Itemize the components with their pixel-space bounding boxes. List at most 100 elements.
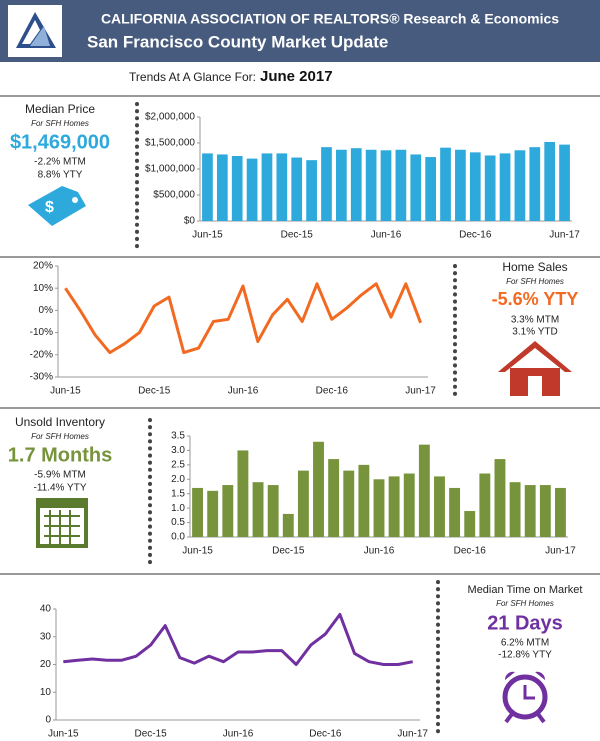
bar [509,482,521,537]
bar [321,147,332,221]
bar [276,153,288,221]
panel-title: Median Time on Market [468,584,583,596]
trends-date: June 2017 [260,68,333,85]
bar [410,154,422,221]
x-tick-label: Jun-17 [405,386,436,397]
x-tick-label: Jun-15 [182,546,213,557]
bar [484,155,496,221]
panel-line: -5.9% MTM [34,470,86,481]
bar [192,487,204,537]
bar [479,473,491,537]
trends-label: Trends At A Glance For: [129,70,256,84]
y-tick-label: 20% [33,261,53,272]
bar [418,444,430,537]
bar [231,156,243,221]
bar [350,148,362,221]
bar [297,470,309,537]
x-tick-label: Dec-16 [459,230,492,241]
y-tick-label: 0 [45,715,51,726]
x-tick-label: Dec-16 [316,386,349,397]
bar [246,158,258,221]
y-tick-label: 10 [40,687,52,698]
panel-subtitle: For SFH Homes [496,599,554,608]
y-tick-label: $0 [184,216,196,227]
y-tick-label: $1,500,000 [145,138,195,149]
x-tick-label: Jun-16 [364,546,395,557]
panel-line: -2.2% MTM [34,157,86,168]
panel-headline: 21 Days [487,612,563,634]
svg-text:$: $ [45,199,54,216]
bar [343,470,355,537]
x-tick-label: Jun-16 [371,230,402,241]
bar [336,149,347,221]
x-tick-label: Jun-15 [192,230,223,241]
bar [539,485,551,537]
bar [469,152,481,221]
y-tick-label: 2.5 [171,459,185,470]
panel-title: Median Price [25,102,95,116]
y-tick-label: 40 [40,604,52,615]
y-tick-label: 3.0 [171,445,185,456]
x-tick-label: Dec-15 [281,230,314,241]
panel-line: 8.8% YTY [38,170,83,181]
panel-subtitle: For SFH Homes [31,119,89,128]
bar [222,485,234,537]
y-tick-label: -20% [30,349,53,360]
panel-line: -11.4% YTY [34,483,87,494]
panel-line: -12.8% YTY [498,650,552,661]
bar [282,513,294,537]
y-tick-label: 0.5 [171,517,185,528]
bar [328,459,340,537]
x-tick-label: Dec-16 [454,546,487,557]
header-line1: CALIFORNIA ASSOCIATION OF REALTORS® Rese… [101,11,559,27]
x-tick-label: Dec-15 [138,386,171,397]
bar [291,157,303,221]
house-icon [498,341,572,396]
bar [425,157,436,221]
bar [388,476,400,537]
bar [313,441,324,537]
price-tag-icon: $ [28,186,86,226]
y-tick-label: 2.0 [171,474,185,485]
y-tick-label: $1,000,000 [145,164,195,175]
panel-title: Unsold Inventory [15,415,105,429]
header-bar [0,0,600,62]
calendar-icon [36,498,88,548]
header-line2: San Francisco County Market Update [87,32,388,51]
bar [559,144,570,221]
panel-headline: -5.6% YTY [492,289,579,309]
bar [207,490,219,537]
bar [434,476,445,537]
panel-subtitle: For SFH Homes [31,432,89,441]
bar [252,482,264,537]
x-tick-label: Jun-16 [228,386,259,397]
bar [202,153,213,221]
y-tick-label: 20 [40,659,52,670]
y-tick-label: -30% [30,372,53,383]
bar [261,153,273,221]
logo [8,5,62,57]
y-tick-label: 1.0 [171,503,185,514]
bar [403,473,415,537]
bar [373,479,385,537]
y-tick-label: -10% [30,327,53,338]
panel-title: Home Sales [502,260,567,274]
panel-line: 3.3% MTM [511,315,559,326]
x-tick-label: Jun-17 [545,546,576,557]
bar [216,154,228,221]
bar [514,150,526,221]
x-tick-label: Dec-16 [309,729,342,740]
bar [365,149,377,221]
bar [494,459,506,537]
x-tick-label: Jun-15 [50,386,81,397]
bar [499,153,511,221]
line [63,613,413,666]
bar [464,511,476,537]
bar [529,147,541,221]
line [64,282,423,355]
y-tick-label: 0% [39,305,54,316]
x-tick-label: Jun-17 [549,230,580,241]
clock-icon [502,671,548,724]
bar [524,485,536,537]
bar [358,464,370,537]
